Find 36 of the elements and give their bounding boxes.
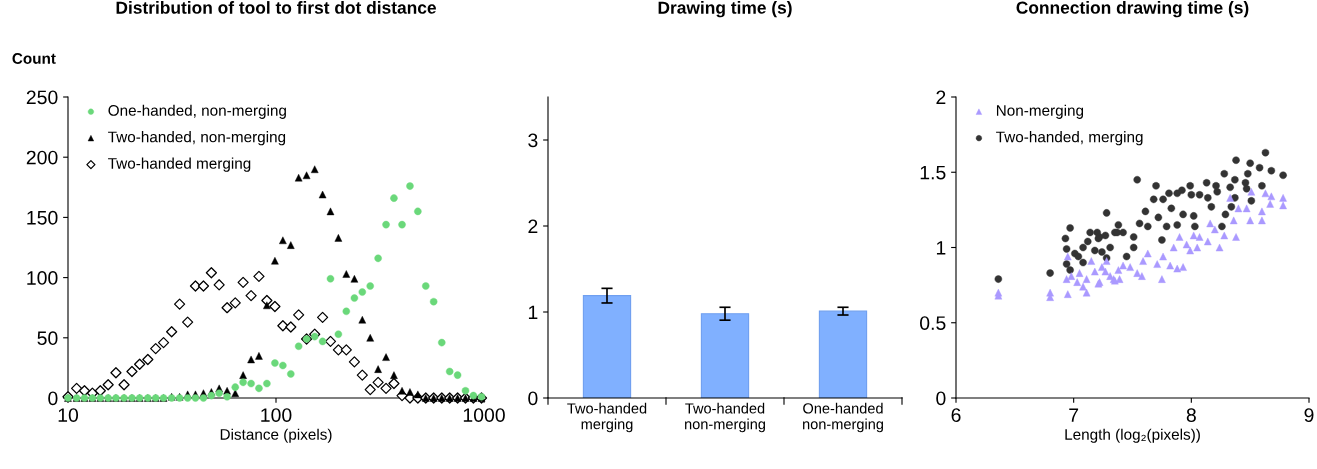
x-tick-label: 1000 [463, 408, 505, 422]
y-tick-label: 50 [37, 331, 58, 346]
x-tick-label: 7 [1069, 408, 1079, 422]
y-tick-label: 2 [936, 90, 946, 105]
y-tick-label: 0 [48, 391, 58, 406]
y-tick-label: 250 [26, 90, 58, 105]
y-tick-label: 200 [26, 150, 58, 165]
x-axis-title: Distance (pixels) [220, 428, 332, 443]
x-axis-title: Length (log₂(pixels)) [1065, 428, 1200, 443]
y-tick-label: 3 [528, 133, 538, 148]
chart-title: Distribution of tool to first dot distance [116, 1, 436, 14]
legend-label: Non-merging [996, 104, 1084, 119]
y-tick-label: 0 [528, 391, 538, 406]
legend-label: Two-handed merging [108, 157, 251, 172]
x-tick-label: One-handed non-merging [803, 402, 883, 433]
y-tick-label: 0.5 [920, 316, 946, 330]
legend-label: One-handed, non-merging [108, 104, 286, 119]
x-tick-label: 8 [1186, 408, 1196, 422]
chart-title: Drawing time (s) [658, 1, 792, 18]
x-tick-label: 10 [58, 408, 79, 422]
y-tick-label: 1 [936, 241, 946, 255]
y-axis-title: Count [12, 53, 56, 64]
x-tick-label: Two-handed merging [567, 402, 647, 433]
y-tick-label: 0 [936, 391, 946, 406]
legend-label: Two-handed, merging [996, 131, 1143, 146]
x-tick-label: 100 [261, 408, 292, 422]
x-tick-label: 9 [1304, 408, 1314, 422]
chart-title: Connection drawing time (s) [1016, 1, 1249, 18]
y-tick-label: 150 [27, 210, 58, 225]
x-tick-label: 6 [951, 408, 961, 422]
y-tick-label: 1.5 [920, 165, 946, 180]
y-tick-label: 100 [27, 271, 58, 285]
x-tick-label: Two-handed non-merging [685, 402, 765, 433]
y-tick-label: 2 [528, 219, 538, 234]
y-tick-label: 1 [528, 305, 538, 320]
legend-label: Two-handed, non-merging [108, 131, 286, 146]
